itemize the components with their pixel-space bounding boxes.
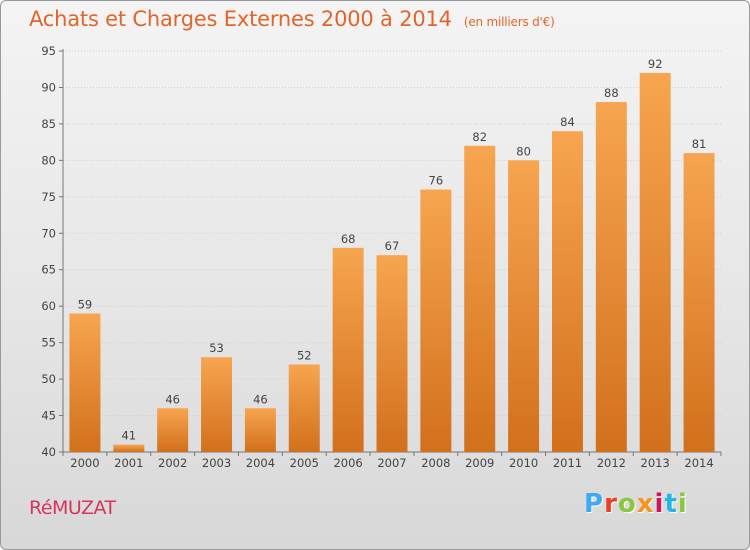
bar xyxy=(508,160,540,452)
bar xyxy=(288,364,320,452)
bar-value-label: 76 xyxy=(429,174,444,188)
bar xyxy=(332,247,364,452)
bar-value-label: 88 xyxy=(604,86,619,100)
y-tick-label: 75 xyxy=(41,190,56,204)
y-tick-label: 90 xyxy=(41,80,56,94)
bar xyxy=(551,131,583,452)
x-tick-label: 2010 xyxy=(509,456,538,470)
bar-value-label: 41 xyxy=(121,429,136,443)
x-tick-label: 2007 xyxy=(377,456,406,470)
logo-letter: r xyxy=(604,489,618,519)
x-tick-label: 2013 xyxy=(641,456,670,470)
proxiti-logo[interactable]: Proxiti xyxy=(584,489,688,519)
place-name: RéMUZAT xyxy=(29,497,116,519)
bar xyxy=(683,153,715,452)
logo-letter: i xyxy=(677,489,688,519)
bar-value-label: 59 xyxy=(78,297,93,311)
bar-value-label: 84 xyxy=(560,115,575,129)
bar-value-label: 68 xyxy=(341,232,356,246)
bar xyxy=(69,313,101,452)
logo-letter: x xyxy=(636,489,655,519)
bar-value-label: 82 xyxy=(472,130,487,144)
x-tick-label: 2008 xyxy=(421,456,450,470)
y-tick-label: 85 xyxy=(41,117,56,131)
x-tick-label: 2012 xyxy=(597,456,626,470)
bar xyxy=(157,408,189,452)
bar-value-label: 46 xyxy=(165,392,180,406)
bar xyxy=(376,255,408,452)
y-tick-label: 45 xyxy=(41,409,56,423)
bar-value-label: 46 xyxy=(253,392,268,406)
chart-title-text: Achats et Charges Externes 2000 à 2014 xyxy=(29,7,452,31)
labels: 59 2000 41 2001 46 2002 53 2003 46 2004 52 2005 68 20… xyxy=(70,57,713,470)
bar-value-label: 52 xyxy=(297,349,312,363)
bar xyxy=(201,357,233,452)
y-tick-label: 80 xyxy=(41,153,56,167)
bar xyxy=(595,102,627,452)
x-tick-label: 2005 xyxy=(290,456,319,470)
y-tick-label: 70 xyxy=(41,226,56,240)
logo-letter: t xyxy=(664,489,678,519)
bar xyxy=(244,408,276,452)
y-tick-label: 65 xyxy=(41,263,56,277)
chart-title: Achats et Charges Externes 2000 à 2014 (e… xyxy=(29,7,555,31)
x-tick-label: 2006 xyxy=(333,456,362,470)
bar xyxy=(639,72,671,452)
x-tick-label: 2003 xyxy=(202,456,231,470)
chart-unit: (en milliers d'€) xyxy=(463,15,555,29)
x-tick-label: 2001 xyxy=(114,456,143,470)
bars xyxy=(69,72,715,453)
bar-value-label: 81 xyxy=(692,137,707,151)
bar xyxy=(464,145,496,453)
bar-value-label: 92 xyxy=(648,57,663,71)
y-tick-label: 60 xyxy=(41,299,56,313)
x-tick-label: 2009 xyxy=(465,456,494,470)
logo-letter: P xyxy=(584,489,605,519)
x-tick-label: 2000 xyxy=(70,456,99,470)
x-tick-label: 2004 xyxy=(246,456,275,470)
bar-value-label: 67 xyxy=(385,239,400,253)
x-tick-label: 2002 xyxy=(158,456,187,470)
bar xyxy=(420,189,452,452)
y-tick-label: 40 xyxy=(41,445,56,459)
logo-letter: o xyxy=(617,489,637,519)
y-tick-label: 50 xyxy=(41,372,56,386)
x-tick-label: 2014 xyxy=(684,456,713,470)
logo-letter: i xyxy=(654,489,665,519)
bar xyxy=(113,444,145,452)
bar-value-label: 53 xyxy=(209,341,224,355)
y-tick-label: 95 xyxy=(41,44,56,58)
y-tick-label: 55 xyxy=(41,336,56,350)
x-tick-label: 2011 xyxy=(553,456,582,470)
bar-value-label: 80 xyxy=(516,144,531,158)
